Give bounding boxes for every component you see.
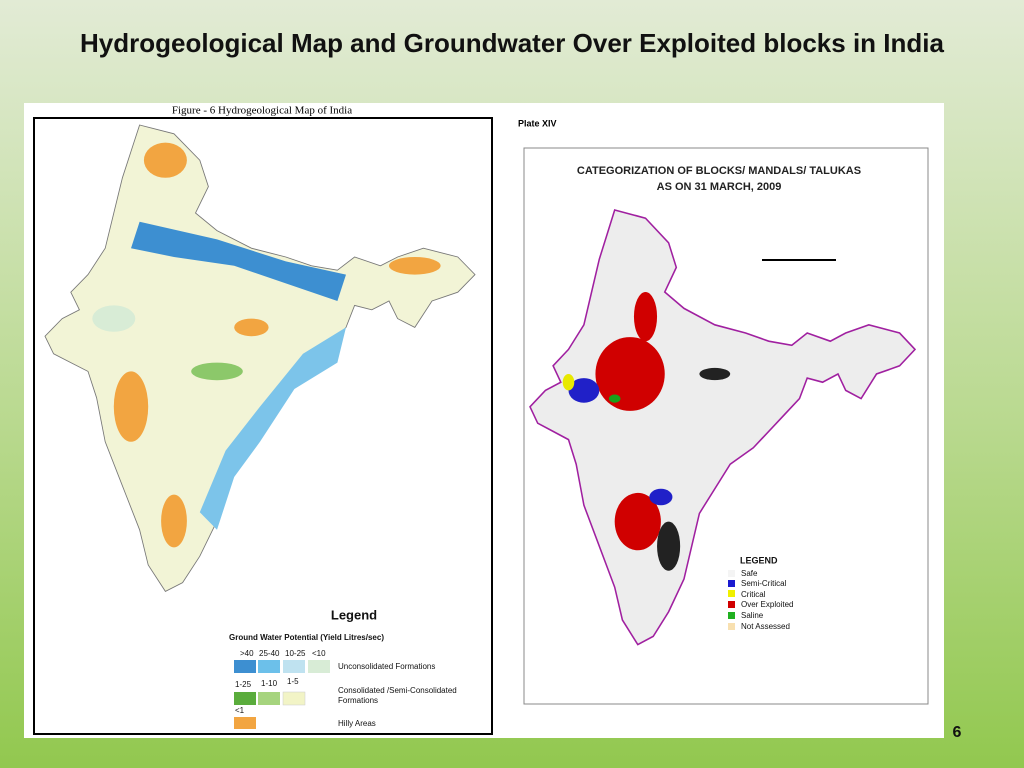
legend-label: 10-25: [285, 649, 306, 658]
legend-text: Formations: [338, 696, 378, 705]
legend-label: <1: [235, 706, 245, 715]
legend-label: >40: [240, 649, 254, 658]
legend-label: 25-40: [259, 649, 280, 658]
legend-label: 1-5: [287, 677, 299, 686]
legend-title: Legend: [331, 607, 377, 622]
page-number: 6: [953, 724, 962, 741]
right-legend: LEGEND Safe Semi-Critical Critical Over …: [728, 555, 793, 631]
legend-label: <10: [312, 649, 326, 658]
map-title: AS ON 31 MARCH, 2009: [657, 181, 782, 193]
legend-text: Hilly Areas: [338, 719, 376, 728]
legend-item: Critical: [741, 590, 766, 599]
figure-caption: Figure - 6 Hydrogeological Map of India: [172, 105, 352, 117]
legend-label: 1-10: [261, 679, 278, 688]
slide-title: Hydrogeological Map and Groundwater Over…: [80, 28, 944, 58]
hydro-map: [45, 125, 475, 591]
legend-title: LEGEND: [740, 555, 778, 565]
categorization-map: [530, 210, 915, 645]
map-title: CATEGORIZATION OF BLOCKS/ MANDALS/ TALUK…: [577, 165, 861, 177]
legend-item: Safe: [741, 569, 758, 578]
legend-label: 1-25: [235, 680, 252, 689]
legend-subtitle: Ground Water Potential (Yield Litres/sec…: [229, 633, 384, 642]
legend-item: Over Exploited: [741, 600, 793, 609]
legend-item: Not Assessed: [741, 622, 790, 631]
legend-item: Semi-Critical: [741, 579, 787, 588]
left-legend: Legend Ground Water Potential (Yield Lit…: [229, 607, 457, 729]
legend-text: Unconsolidated Formations: [338, 662, 435, 671]
legend-item: Saline: [741, 611, 764, 620]
right-frame: [523, 147, 929, 705]
plate-label: Plate XIV: [518, 118, 557, 128]
legend-text: Consolidated /Semi-Consolidated: [338, 686, 457, 695]
left-frame: [33, 117, 493, 735]
